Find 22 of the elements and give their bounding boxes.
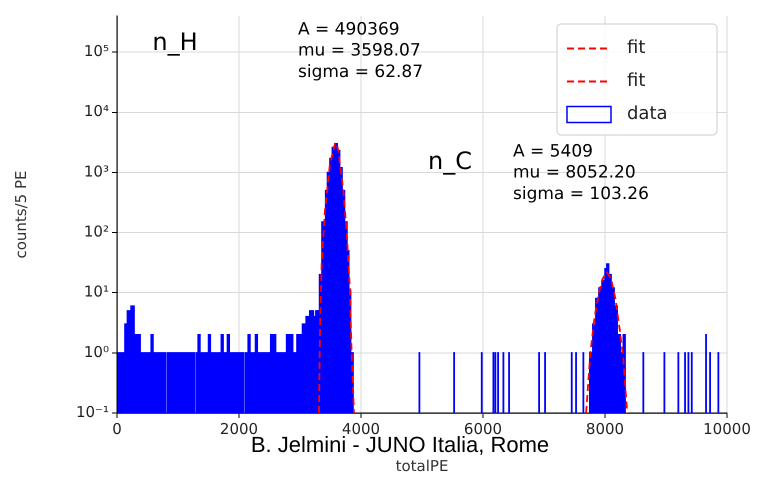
- x-tick-label: 2000: [220, 420, 258, 438]
- line-series: [318, 142, 355, 413]
- legend-label: fit: [627, 37, 646, 58]
- x-axis-title: totalPE: [396, 456, 448, 475]
- legend-label: fit: [627, 70, 646, 92]
- annotation: A = 5409 mu = 8052.20 sigma = 103.26: [513, 141, 649, 204]
- x-tick-label: 8000: [586, 420, 624, 438]
- annotation: n_C: [428, 147, 472, 176]
- x-tick-label: 10000: [703, 420, 751, 438]
- y-tick-label: 10¹: [84, 282, 109, 301]
- y-tick-label: 10⁰: [84, 342, 109, 361]
- annotation: A = 490369 mu = 3598.07 sigma = 62.87: [298, 19, 424, 82]
- legend-label: data: [627, 103, 668, 124]
- annotation: n_H: [152, 28, 198, 56]
- y-tick-label: 10²: [84, 222, 109, 240]
- y-tick-label: 10⁴: [84, 102, 109, 120]
- y-tick-label: 10⁻¹: [76, 402, 109, 421]
- x-tick-label: 6000: [464, 420, 502, 438]
- y-tick-label: 10⁵: [84, 42, 109, 60]
- x-tick-label: 0: [112, 420, 122, 438]
- y-tick-label: 10³: [84, 162, 109, 180]
- y-axis-title: counts/5 PE: [12, 170, 30, 259]
